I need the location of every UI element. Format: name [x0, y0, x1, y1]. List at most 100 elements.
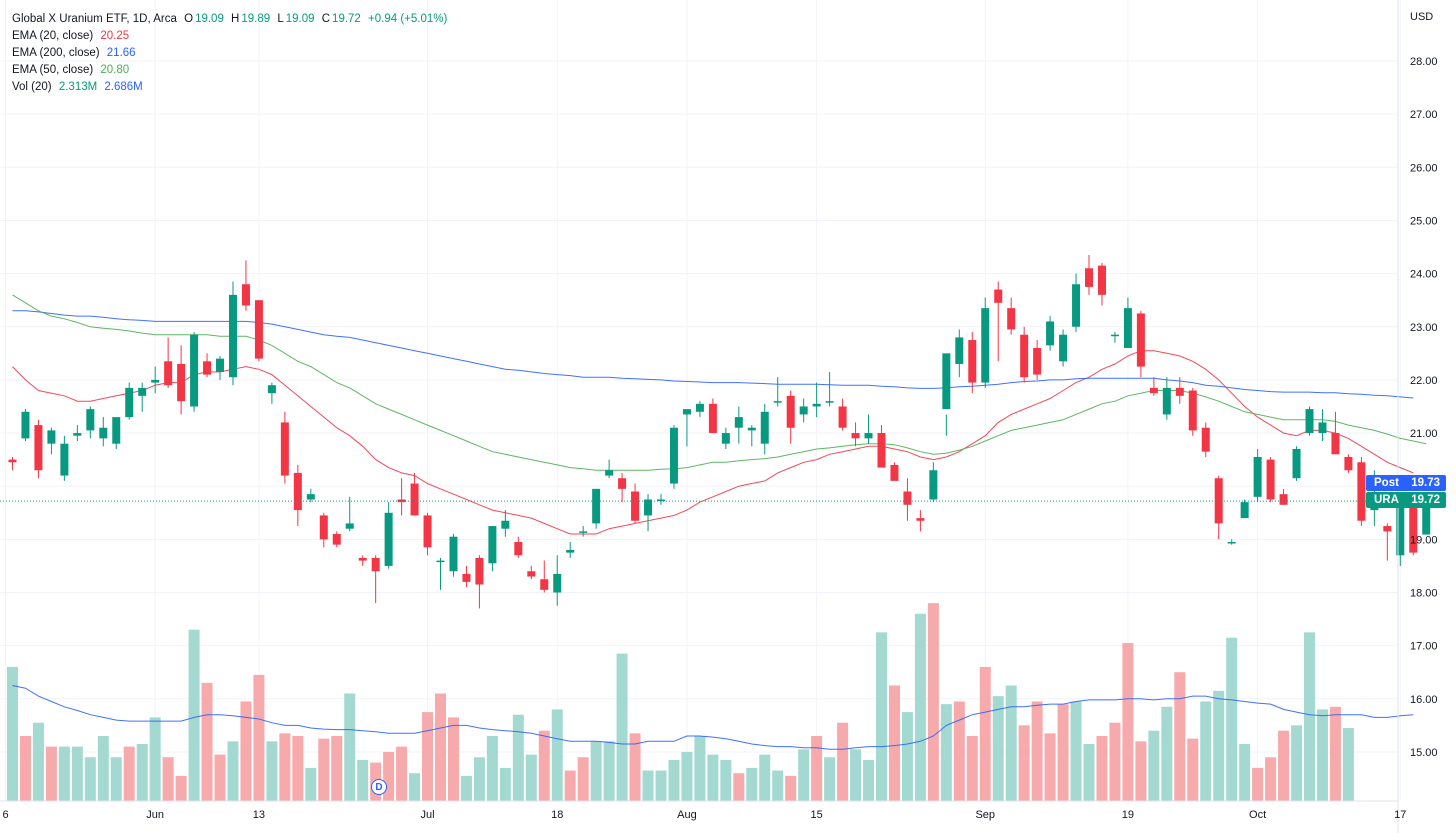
volume-bar	[1226, 637, 1238, 801]
volume-bar	[746, 767, 758, 801]
candle	[138, 382, 147, 412]
candle-body	[981, 308, 990, 383]
tag-value: 19.72	[1411, 494, 1440, 506]
candle	[86, 406, 95, 439]
candle-body	[1059, 334, 1068, 362]
volume-bars	[7, 603, 1354, 801]
candle-body	[812, 403, 821, 407]
candle	[397, 478, 406, 516]
indicator-ema50[interactable]: EMA (50, close) 20.80	[12, 62, 447, 79]
time-axis: 6 Jun 13 Jul 18 Aug 15 Sep 19 Oct 17	[2, 809, 1406, 821]
volume-bar	[914, 613, 926, 801]
candle	[1162, 377, 1171, 420]
candle	[695, 401, 704, 418]
candle	[877, 425, 886, 468]
time-tick-label: Aug	[677, 809, 697, 821]
volume-bar	[953, 701, 965, 801]
candle	[682, 409, 691, 447]
candle	[527, 565, 536, 580]
candle-body	[177, 363, 186, 402]
candle-body	[968, 340, 977, 383]
candle	[164, 337, 173, 388]
currency-label[interactable]: USD	[1410, 11, 1434, 23]
tag-name: URA	[1374, 494, 1399, 506]
indicator-label: Vol (20)	[12, 81, 52, 93]
candle-body	[994, 289, 1003, 303]
candle-body	[592, 488, 601, 524]
volume-bar	[214, 754, 226, 801]
volume-bar	[1316, 709, 1328, 801]
volume-bar	[564, 770, 576, 801]
candle	[1149, 377, 1158, 396]
candle	[34, 419, 43, 479]
indicator-ema20[interactable]: EMA (20, close) 20.25	[12, 28, 447, 45]
candle-body	[1136, 313, 1145, 367]
volume-bar	[1070, 701, 1082, 801]
volume-bar	[71, 746, 83, 801]
candle-body	[657, 499, 665, 501]
volume-bar	[850, 749, 862, 801]
candle-body	[1085, 268, 1094, 287]
candle	[1396, 499, 1405, 566]
candle	[1292, 446, 1301, 481]
time-tick-label: 15	[811, 809, 823, 821]
candle	[657, 494, 665, 505]
candle-body	[760, 411, 769, 444]
volume-bar	[305, 767, 317, 801]
candle	[1201, 422, 1210, 457]
candle-body	[527, 571, 536, 577]
candle	[540, 560, 549, 593]
volume-bar	[1161, 706, 1173, 801]
candle-body	[890, 464, 899, 481]
candle	[254, 300, 263, 362]
candle-body	[410, 483, 419, 516]
candle-body	[1175, 387, 1184, 396]
volume-bar	[888, 685, 900, 801]
candle-body	[216, 358, 225, 372]
indicator-value: 20.80	[100, 64, 130, 76]
volume-bar	[1083, 743, 1095, 801]
candle-body	[293, 472, 302, 511]
candle	[721, 427, 730, 449]
candle-body	[384, 512, 393, 566]
candle	[203, 353, 212, 378]
volume-bar	[1213, 690, 1225, 801]
volume-bar	[733, 773, 745, 801]
volume-bar	[396, 746, 408, 801]
candle	[1344, 454, 1353, 473]
candle-body	[125, 387, 134, 418]
candle	[151, 366, 160, 394]
instrument-title[interactable]: Global X Uranium ETF, 1D, Arca	[12, 13, 177, 25]
candle	[981, 297, 990, 388]
candle	[1240, 499, 1249, 519]
ohlc-change: +0.94 (+5.01%)	[368, 13, 448, 25]
candle-body	[60, 443, 69, 476]
indicator-volume[interactable]: Vol (20) 2.313M 2.686M	[12, 79, 447, 96]
indicator-ema200[interactable]: EMA (200, close) 21.66	[12, 45, 447, 62]
time-tick-label: 18	[551, 809, 563, 821]
candle-body	[1383, 526, 1392, 532]
dividend-marker[interactable]: D	[371, 779, 387, 795]
candle-body	[1007, 308, 1016, 330]
candle-body	[73, 433, 82, 436]
candle	[332, 531, 341, 548]
candle-body	[695, 403, 704, 412]
candle	[384, 502, 393, 569]
candle	[267, 382, 276, 404]
volume-bar	[1148, 730, 1160, 801]
candle	[345, 496, 354, 532]
candle	[864, 414, 873, 444]
candle	[579, 526, 588, 537]
volume-bar	[344, 693, 356, 801]
candle	[1072, 273, 1081, 333]
candle	[994, 281, 1003, 362]
volume-bar	[525, 754, 537, 801]
candle	[942, 353, 951, 436]
candle	[449, 534, 458, 577]
indicator-line	[12, 350, 1414, 535]
volume-bar	[240, 701, 252, 801]
price-tick-label: 18.00	[1410, 588, 1438, 600]
candle-body	[708, 403, 717, 434]
